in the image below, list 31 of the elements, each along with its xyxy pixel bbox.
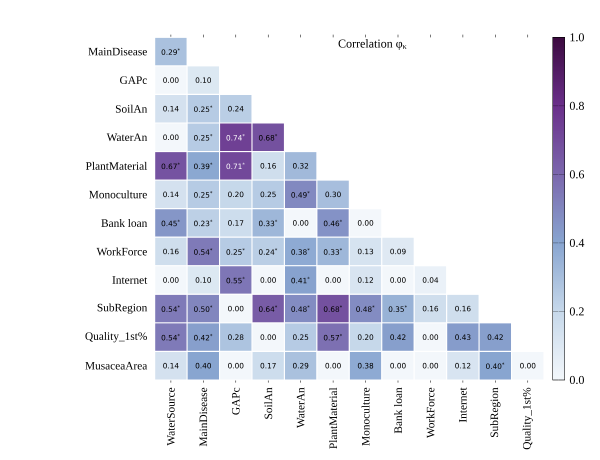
y-tick-label: MusaceaArea — [85, 362, 148, 370]
x-tick-label: Monoculture — [362, 388, 370, 446]
x-tick-label: Internet — [459, 387, 467, 422]
x-tick-label: SubRegion — [490, 388, 500, 437]
x-tick-label: WaterAn — [296, 388, 304, 428]
x-tick-label: SoilAn — [264, 388, 272, 419]
y-tick-label: MainDisease — [88, 48, 147, 56]
x-tick-label: PlantMaterial — [329, 388, 338, 449]
color-bar-label: 0.8 — [570, 102, 584, 110]
y-tick-label: SoilAn — [116, 104, 148, 113]
y-tick-label: PlantMaterial — [86, 162, 148, 170]
color-bar-label: 0.2 — [570, 307, 584, 316]
color-bar-label: 1.0 — [570, 33, 584, 42]
y-tick-label: Bank loan — [101, 218, 148, 227]
chart-title: Correlation φ$_{κ}$ — [338, 39, 407, 50]
y-tick-label: WorkForce — [96, 247, 147, 256]
y-tick-label: SubRegion — [98, 303, 148, 314]
color-bar-label: 0.0 — [570, 376, 584, 384]
y-tick-label: WaterAn — [106, 133, 148, 142]
color-bar-label: 0.4 — [570, 238, 584, 247]
color-bar-label: 0.6 — [570, 170, 584, 178]
x-tick-label: WorkForce — [426, 388, 434, 438]
x-tick-label: WaterSource — [167, 388, 175, 446]
x-tick-label: Quality_1st% — [522, 388, 533, 450]
y-tick-label: GAPc — [120, 76, 147, 84]
y-tick-label: Quality_1st% — [85, 332, 147, 342]
x-tick-label: Bank loan — [394, 388, 402, 434]
y-tick-label: Monoculture — [89, 190, 147, 198]
x-tick-label: MainDisease — [200, 388, 208, 446]
y-tick-label: Internet — [112, 276, 148, 284]
x-tick-label: GAPc — [232, 388, 240, 415]
